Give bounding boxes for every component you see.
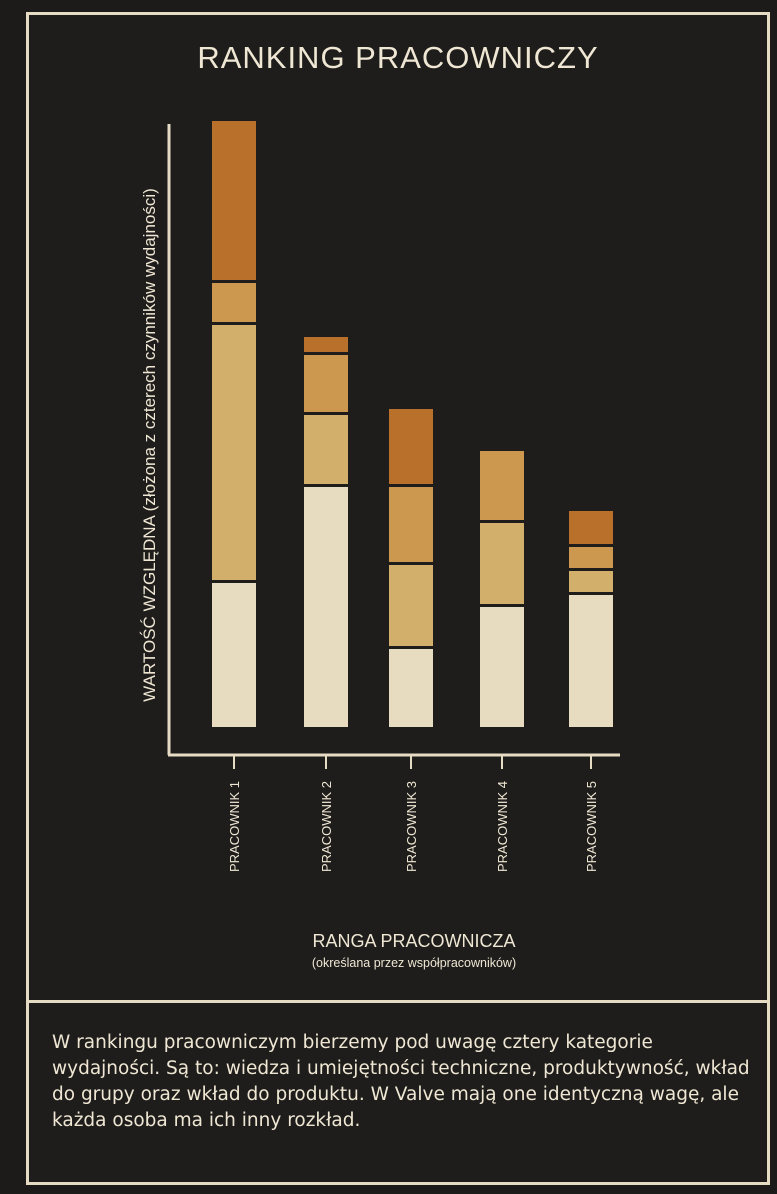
bar-segment-3-2 [389, 565, 433, 646]
bar-segment-1-2 [212, 325, 256, 580]
bar-segment-5-1 [569, 595, 613, 727]
bar-segment-3-4 [389, 409, 433, 484]
bar-segment-2-1 [304, 487, 348, 727]
bar-segment-5-4 [569, 511, 613, 544]
footer-description: W rankingu pracowniczym bierzemy pod uwa… [52, 1032, 750, 1131]
ticks-group: PRACOWNIK 1 PRACOWNIK 2 PRACOWNIK 3 PRACOWN… [227, 755, 599, 872]
bar-segment-4-1 [480, 607, 524, 727]
bar-segment-5-3 [569, 547, 613, 568]
bar-segment-2-2 [304, 415, 348, 484]
bar-segment-5-2 [569, 571, 613, 592]
frame-divider [26, 1000, 770, 1003]
chart-title: RANKING PRACOWNICZY [197, 40, 599, 75]
bar-segment-1-1 [212, 583, 256, 727]
bar-segment-4-2 [480, 523, 524, 604]
bar-segment-2-4 [304, 337, 348, 352]
x-axis-label: RANGA PRACOWNICZA [312, 931, 515, 951]
x-tick-label-1: PRACOWNIK 1 [227, 781, 242, 872]
bar-segment-1-4 [212, 121, 256, 280]
axes-group [167, 124, 620, 757]
bar-segment-3-3 [389, 487, 433, 562]
bars-group [212, 121, 613, 727]
x-axis-sublabel: (określana przez współpracowników) [312, 956, 516, 970]
x-tick-label-4: PRACOWNIK 4 [495, 781, 510, 872]
bar-segment-3-1 [389, 649, 433, 727]
bar-segment-4-3 [480, 451, 524, 520]
y-axis-label: WARTOŚĆ WZGLĘDNA (złożona z czterech czy… [140, 188, 159, 702]
chart: PRACOWNIK 1 PRACOWNIK 2 PRACOWNIK 3 PRACOWN… [140, 121, 620, 970]
x-tick-label-2: PRACOWNIK 2 [319, 781, 334, 872]
x-tick-label-5: PRACOWNIK 5 [584, 781, 599, 872]
bar-segment-1-3 [212, 283, 256, 322]
bar-segment-2-3 [304, 355, 348, 412]
x-tick-label-3: PRACOWNIK 3 [404, 781, 419, 872]
